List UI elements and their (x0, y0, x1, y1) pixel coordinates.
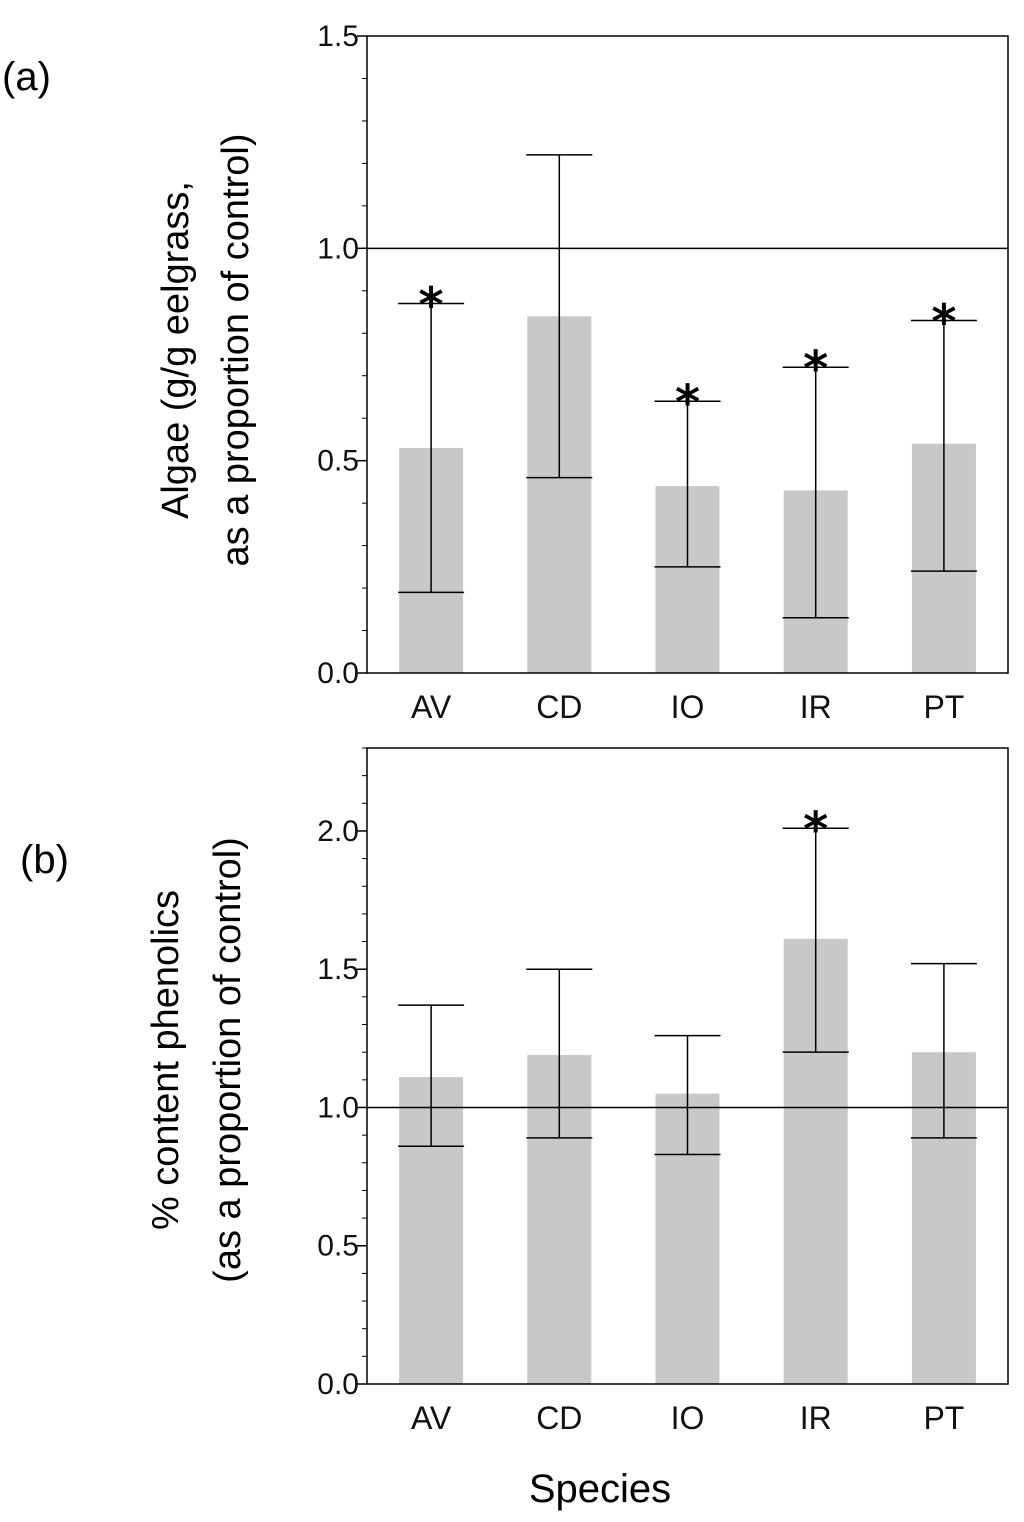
y-tick-label: 2.0 (317, 815, 359, 848)
x-category-label-io: IO (671, 689, 705, 725)
x-category-label-pt: PT (923, 689, 964, 725)
plot-frame (366, 35, 1009, 674)
panel-a-ylabel-line2: as a proportion of control) (215, 133, 257, 566)
significance-star-pt: * (931, 295, 956, 351)
x-category-label-ir: IR (800, 689, 832, 725)
panel-b-ylabel-line1: % content phenolics (145, 890, 187, 1230)
x-category-label-av: AV (411, 689, 452, 725)
x-category-label-cd: CD (536, 689, 582, 725)
significance-star-io: * (675, 375, 700, 431)
x-category-label-ir: IR (800, 1400, 832, 1436)
x-category-label-cd: CD (536, 1400, 582, 1436)
y-tick-label: 0.0 (317, 1368, 359, 1401)
panel-b-plot: * 0.0 0.5 1.0 1.5 2.0 AV CD IO IR PT (317, 747, 1009, 1436)
plot-frame (366, 747, 1009, 1385)
panel-a-ylabel-line1: Algae (g/g eelgrass, (155, 181, 197, 519)
significance-star-ir: * (803, 341, 828, 397)
y-tick-label: 1.0 (317, 1091, 359, 1124)
y-tick-label: 0.0 (317, 657, 359, 690)
significance-star-av: * (419, 278, 444, 334)
panel-a-label: (a) (2, 55, 51, 99)
y-tick-label: 1.0 (317, 232, 359, 265)
x-category-label-io: IO (671, 1400, 705, 1436)
significance-star-ir: * (803, 802, 828, 858)
panel-b-label: (b) (20, 838, 69, 882)
x-category-label-av: AV (411, 1400, 452, 1436)
y-tick-label: 0.5 (317, 1230, 359, 1263)
x-category-label-pt: PT (923, 1400, 964, 1436)
x-axis-title: Species (529, 1467, 671, 1511)
panel-a-plot: * * * * 0.0 0.5 1.0 1.5 AV CD IO IR PT (317, 20, 1009, 725)
panel-b-ylabel-line2: (as a proportion of control) (207, 837, 249, 1283)
y-tick-label: 1.5 (317, 953, 359, 986)
y-tick-label: 0.5 (317, 445, 359, 478)
y-tick-label: 1.5 (317, 20, 359, 53)
